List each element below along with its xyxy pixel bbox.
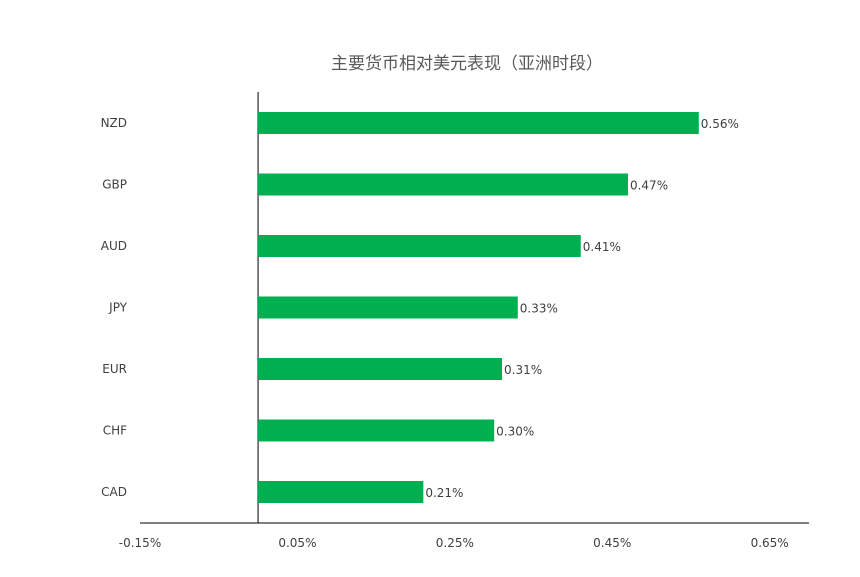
bar-gbp — [258, 173, 628, 196]
value-label-cad: 0.21% — [425, 486, 463, 500]
category-label-aud: AUD — [101, 239, 127, 253]
value-label-jpy: 0.33% — [520, 302, 558, 316]
bar-nzd — [258, 112, 699, 134]
bar-chf — [258, 419, 495, 442]
value-label-eur: 0.31% — [504, 363, 542, 377]
category-label-chf: CHF — [103, 424, 127, 438]
bar-cad — [258, 481, 424, 503]
category-label-gbp: GBP — [102, 178, 127, 192]
category-label-jpy: JPY — [108, 301, 128, 315]
category-label-eur: EUR — [102, 362, 127, 376]
bar-jpy — [258, 296, 518, 319]
x-tick-label: 0.25% — [436, 536, 474, 550]
bar-aud — [258, 235, 581, 257]
value-label-aud: 0.41% — [583, 240, 621, 254]
value-labels-group: 0.56% 0.47% 0.41% 0.33% 0.31% 0.30% 0.21% — [425, 117, 739, 500]
value-label-chf: 0.30% — [496, 425, 534, 439]
chart-title: 主要货币相对美元表现（亚洲时段） — [331, 54, 603, 74]
category-label-cad: CAD — [101, 485, 127, 499]
x-tick-label: 0.65% — [751, 536, 789, 550]
category-label-nzd: NZD — [101, 116, 127, 130]
category-labels-group: NZD GBP AUD JPY EUR CHF CAD — [101, 116, 128, 499]
value-label-gbp: 0.47% — [630, 179, 668, 193]
bar-eur — [258, 358, 503, 380]
x-tick-label: 0.05% — [278, 536, 316, 550]
bars-group — [258, 112, 699, 503]
x-tick-label: -0.15% — [119, 536, 161, 550]
value-label-nzd: 0.56% — [701, 117, 739, 131]
x-tick-label: 0.45% — [593, 536, 631, 550]
x-tick-labels-group: -0.15% 0.05% 0.25% 0.45% 0.65% — [119, 536, 789, 550]
